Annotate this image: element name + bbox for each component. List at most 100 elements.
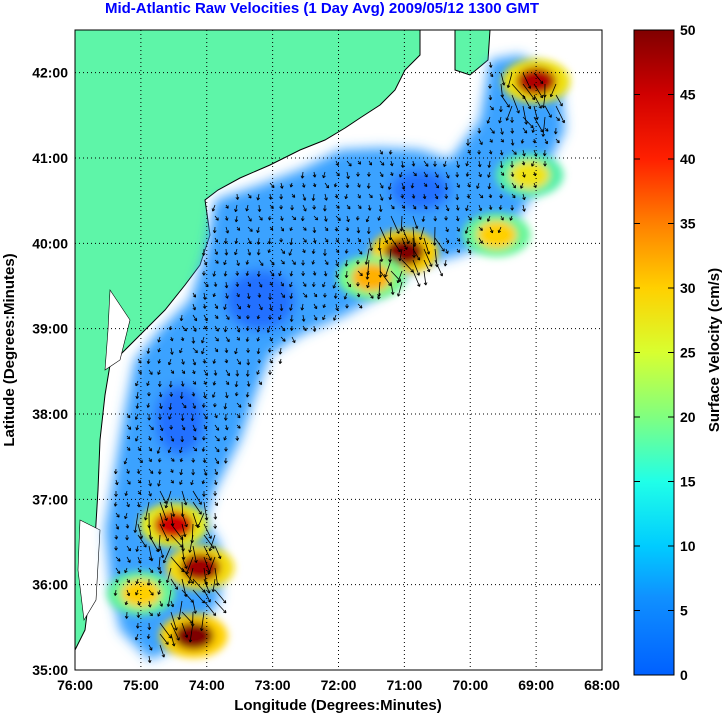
velocity-arrow: [236, 402, 242, 408]
velocity-arrow: [379, 149, 383, 155]
velocity-arrow: [455, 215, 460, 222]
velocity-arrow: [390, 215, 400, 234]
velocity-arrow: [365, 215, 370, 223]
velocity-arrow: [247, 248, 252, 256]
velocity-arrow: [167, 446, 172, 454]
velocity-arrow: [179, 446, 183, 454]
velocity-arrow: [247, 215, 252, 222]
velocity-arrow: [214, 567, 220, 586]
velocity-arrow: [168, 402, 173, 410]
velocity-arrow: [180, 413, 185, 421]
velocity-arrow: [247, 226, 253, 232]
velocity-arrow: [357, 303, 363, 309]
colorbar-tick-label: 10: [680, 538, 696, 554]
velocity-arrow: [456, 160, 460, 168]
velocity-arrow: [269, 259, 275, 266]
velocity-arrow: [466, 193, 471, 199]
velocity-arrow: [157, 578, 162, 584]
velocity-arrow: [379, 182, 384, 189]
velocity-arrow: [114, 490, 118, 497]
land-mass-east: [454, 30, 491, 76]
velocity-arrow: [257, 292, 262, 298]
velocity-arrow: [246, 303, 251, 309]
velocity-arrow: [291, 193, 296, 198]
velocity-arrow: [159, 490, 167, 504]
velocity-arrow: [488, 149, 493, 155]
velocity-arrow: [533, 149, 538, 157]
velocity-arrow: [335, 259, 339, 267]
velocity-arrow: [213, 512, 218, 520]
velocity-arrow: [179, 457, 184, 463]
velocity-arrow: [269, 226, 274, 231]
velocity-arrow: [201, 248, 206, 256]
velocity-arrow: [335, 303, 339, 311]
velocity-arrow: [412, 259, 420, 276]
velocity-arrow: [236, 358, 241, 365]
velocity-arrow: [477, 149, 481, 155]
velocity-arrow: [225, 380, 230, 386]
velocity-arrow: [159, 501, 168, 522]
velocity-arrow: [510, 160, 514, 168]
velocity-arrow: [268, 193, 273, 200]
velocity-arrow: [500, 182, 505, 189]
velocity-arrow: [456, 182, 460, 188]
velocity-arrow: [511, 182, 516, 189]
velocity-arrow: [208, 534, 216, 552]
velocity-arrow: [278, 270, 282, 277]
velocity-arrow: [332, 281, 337, 289]
velocity-arrow: [126, 413, 131, 419]
velocity-arrow: [177, 600, 183, 621]
velocity-arrow: [181, 523, 187, 538]
velocity-arrow: [246, 292, 251, 300]
velocity-arrow: [388, 226, 393, 241]
velocity-hotspot: [173, 621, 214, 650]
velocity-arrow: [223, 259, 227, 266]
velocity-arrow: [289, 226, 293, 232]
velocity-arrow: [509, 215, 513, 221]
velocity-arrow: [159, 424, 164, 432]
velocity-arrow: [211, 578, 216, 593]
velocity-arrow: [124, 567, 128, 574]
grid-lines: [75, 30, 602, 670]
velocity-arrow: [170, 633, 176, 647]
velocity-arrow: [170, 479, 174, 484]
velocity-arrow: [522, 193, 526, 201]
velocity-arrow: [478, 193, 484, 199]
x-tick-label: 68:00: [584, 677, 620, 693]
velocity-arrow: [192, 303, 197, 311]
velocity-arrow: [159, 644, 166, 658]
velocity-arrow: [157, 611, 161, 617]
velocity-arrow: [544, 105, 552, 118]
velocity-arrow: [553, 127, 558, 135]
velocity-arrow: [212, 380, 217, 386]
velocity-arrow: [549, 83, 557, 98]
velocity-arrow: [346, 160, 352, 167]
velocity-hotspot: [509, 161, 550, 190]
velocity-arrow: [384, 259, 392, 278]
velocity-arrow: [245, 259, 250, 265]
velocity-arrow: [191, 336, 196, 344]
velocity-arrow: [335, 270, 339, 278]
velocity-arrow: [213, 479, 218, 486]
velocity-arrow: [510, 171, 515, 177]
velocity-arrow: [247, 402, 252, 408]
velocity-arrow: [335, 237, 339, 243]
velocity-arrow: [334, 226, 339, 232]
velocity-arrow: [278, 358, 283, 364]
velocity-arrow: [520, 182, 524, 189]
velocity-arrow: [213, 402, 217, 408]
colorbar-tick-label: 40: [680, 151, 696, 167]
velocity-arrow: [541, 116, 546, 137]
velocity-arrow: [498, 204, 503, 210]
velocity-arrow: [225, 391, 229, 399]
velocity-arrow: [148, 446, 152, 452]
velocity-arrow: [356, 292, 361, 298]
velocity-arrow: [192, 369, 196, 375]
velocity-arrow: [225, 336, 230, 343]
velocity-arrow: [213, 523, 217, 529]
velocity-arrow: [114, 479, 119, 486]
velocity-arrow: [135, 424, 140, 431]
colorbar-tick-label: 50: [680, 22, 696, 38]
velocity-arrow: [148, 644, 153, 651]
velocity-field: [105, 55, 571, 663]
